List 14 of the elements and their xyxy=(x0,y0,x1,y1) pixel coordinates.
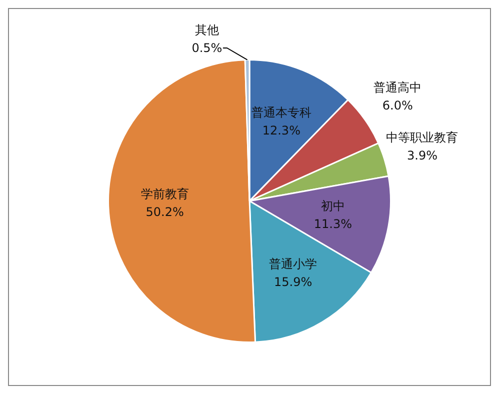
slice-label: 学前教育 xyxy=(140,187,189,202)
slice-label: 普通小学 xyxy=(269,256,318,271)
data-label: 3.9% xyxy=(406,148,438,163)
data-label: 0.5% xyxy=(192,41,222,56)
slice-label: 中等职业教育 xyxy=(386,130,458,145)
slice-label: 初中 xyxy=(320,199,345,214)
data-label: 50.2% xyxy=(146,205,184,220)
data-label: 6.0% xyxy=(382,98,413,112)
slice-label: 其他 xyxy=(194,23,219,38)
data-label: 11.3% xyxy=(314,217,352,232)
slice-label: 普通本专科 xyxy=(251,106,312,120)
data-label: 15.9% xyxy=(274,274,312,289)
slice-label: 普通高中 xyxy=(374,80,422,94)
data-label: 12.3% xyxy=(262,124,300,138)
